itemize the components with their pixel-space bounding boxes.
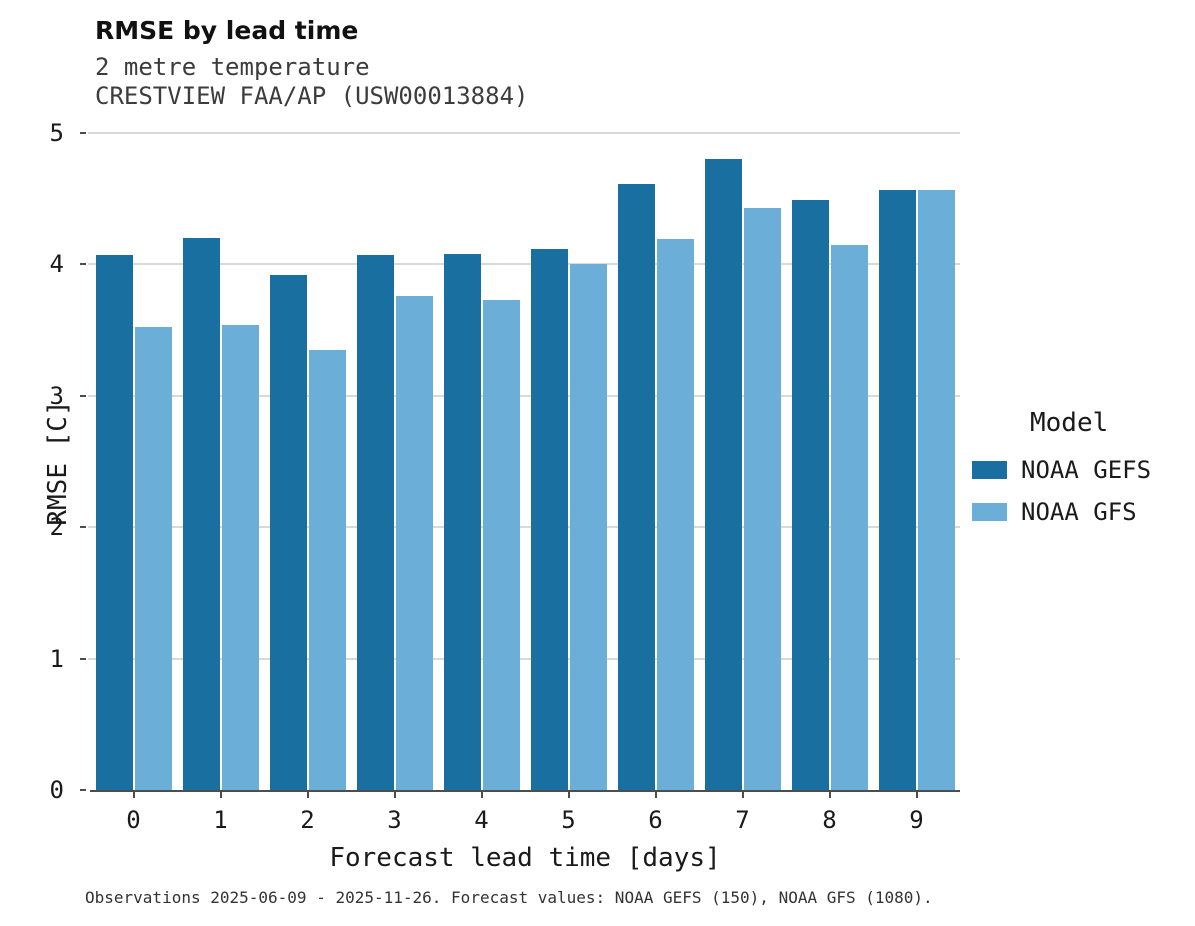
x-tick-mark	[393, 792, 396, 798]
y-tick-label: 1	[49, 644, 64, 673]
bar-noaa-gefs	[704, 159, 742, 790]
x-tick-mark	[741, 792, 744, 798]
x-tick-label: 9	[873, 792, 960, 834]
bar-noaa-gefs	[617, 184, 655, 790]
gridline	[88, 657, 960, 660]
y-axis-ticks: 0 1 2 3 4 5	[0, 119, 88, 804]
x-tick-mark	[132, 792, 135, 798]
plot-area	[88, 132, 960, 792]
bar-noaa-gfs	[134, 327, 172, 790]
gridline	[88, 132, 960, 134]
bar-noaa-gfs	[482, 299, 520, 790]
x-tick-label: 6	[612, 792, 699, 834]
bar-noaa-gfs	[830, 244, 868, 790]
bar-group-day-0	[90, 133, 177, 790]
bar-noaa-gfs	[569, 264, 607, 790]
x-tick-label: 3	[351, 792, 438, 834]
bar-noaa-gfs	[917, 189, 955, 790]
bar-noaa-gefs	[791, 200, 829, 790]
bar-group-day-9	[873, 133, 960, 790]
legend: Model NOAA GEFS NOAA GFS	[972, 408, 1192, 540]
bar-noaa-gfs	[395, 295, 433, 790]
legend-entry: NOAA GEFS	[972, 456, 1192, 484]
x-tick-mark	[654, 792, 657, 798]
bar-group-day-1	[177, 133, 264, 790]
y-tick-label: 2	[49, 513, 64, 542]
gridline	[88, 394, 960, 397]
bar-group-day-3	[351, 133, 438, 790]
y-tick-label: 4	[49, 250, 64, 279]
x-tick-mark	[306, 792, 309, 798]
x-tick-label: 2	[264, 792, 351, 834]
gridline	[88, 263, 960, 266]
caption: Observations 2025-06-09 - 2025-11-26. Fo…	[85, 888, 933, 907]
chart-title: RMSE by lead time	[95, 16, 359, 45]
chart-subtitle-variable: 2 metre temperature	[95, 53, 370, 81]
bar-noaa-gefs	[878, 189, 916, 790]
x-tick-mark	[480, 792, 483, 798]
bar-noaa-gfs	[743, 207, 781, 790]
bar-noaa-gfs	[656, 239, 694, 790]
y-tick-label: 3	[49, 381, 64, 410]
x-tick-label: 8	[786, 792, 873, 834]
y-tick-mark	[80, 789, 86, 791]
legend-entry: NOAA GFS	[972, 498, 1192, 526]
legend-entries: NOAA GEFS NOAA GFS	[972, 456, 1192, 526]
bar-noaa-gefs	[530, 248, 568, 790]
x-tick-label: 4	[438, 792, 525, 834]
x-tick-label: 7	[699, 792, 786, 834]
legend-label: NOAA GEFS	[1021, 456, 1152, 484]
bar-noaa-gefs	[182, 238, 220, 790]
bar-noaa-gefs	[443, 253, 481, 790]
bar-noaa-gfs	[221, 324, 259, 790]
x-axis-label: Forecast lead time [days]	[329, 843, 721, 873]
x-tick-mark	[567, 792, 570, 798]
y-tick-mark	[80, 657, 86, 660]
bar-noaa-gfs	[308, 349, 346, 790]
bar-noaa-gefs	[356, 255, 394, 790]
x-tick-label: 0	[90, 792, 177, 834]
bar-noaa-gefs	[269, 274, 307, 790]
y-tick-mark	[80, 526, 86, 529]
x-tick-label: 5	[525, 792, 612, 834]
legend-title: Model	[1030, 408, 1109, 438]
bar-group-day-4	[438, 133, 525, 790]
x-tick-label: 1	[177, 792, 264, 834]
bar-group-day-7	[699, 133, 786, 790]
bar-group-day-6	[612, 133, 699, 790]
y-tick-label: 0	[49, 776, 64, 804]
bar-group-day-2	[264, 133, 351, 790]
y-tick-mark	[80, 132, 86, 134]
bar-noaa-gefs	[95, 255, 133, 790]
bar-group-day-8	[786, 133, 873, 790]
bar-group-day-5	[525, 133, 612, 790]
y-tick-mark	[80, 263, 86, 266]
gridline	[88, 526, 960, 529]
legend-swatch	[972, 503, 1007, 521]
legend-swatch	[972, 461, 1007, 479]
y-tick-label: 5	[49, 119, 64, 147]
x-tick-mark	[828, 792, 831, 798]
y-tick-mark	[80, 394, 86, 397]
x-tick-mark	[915, 792, 918, 798]
legend-label: NOAA GFS	[1021, 498, 1137, 526]
chart-subtitle-station: CRESTVIEW FAA/AP (USW00013884)	[95, 82, 529, 110]
x-tick-mark	[219, 792, 222, 798]
